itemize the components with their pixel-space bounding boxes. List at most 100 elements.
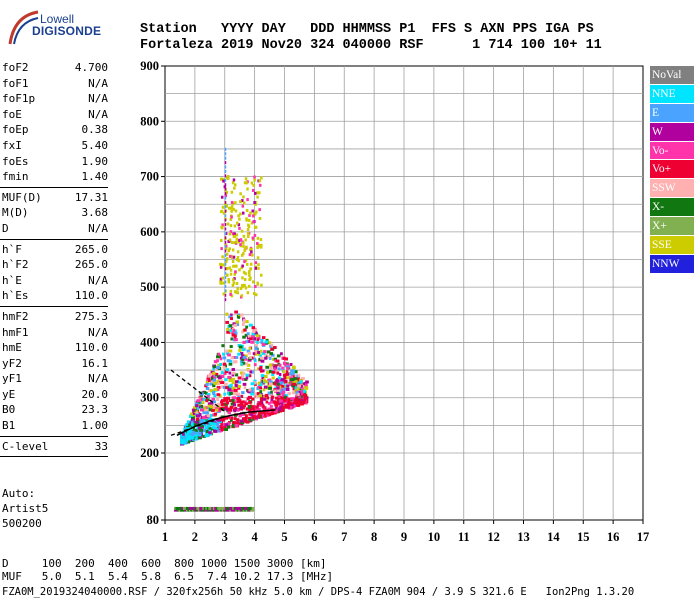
legend-item-noval: NoVal (650, 66, 694, 84)
data-point (236, 397, 241, 401)
param-row: foEs 1.90 (0, 154, 110, 170)
data-point (200, 397, 205, 401)
data-point (228, 232, 232, 236)
data-point (273, 389, 277, 393)
data-point (234, 270, 237, 274)
data-point (275, 403, 279, 407)
data-point (241, 413, 245, 417)
auto-version: 500200 (2, 517, 42, 530)
data-point (204, 409, 209, 413)
data-point (196, 506, 199, 510)
data-point (208, 404, 213, 408)
data-point (262, 378, 266, 382)
data-point (251, 389, 254, 393)
data-point (269, 411, 273, 415)
data-point (182, 506, 186, 510)
data-point (232, 207, 235, 211)
data-point (191, 430, 195, 434)
data-point (216, 379, 220, 383)
data-point (235, 258, 239, 262)
data-point (224, 245, 227, 249)
param-row: h`E N/A (0, 273, 110, 289)
data-point (232, 328, 236, 332)
data-point (268, 384, 272, 388)
data-point (240, 362, 243, 366)
param-label: MUF(D) (2, 190, 42, 204)
x-tick-label: 6 (311, 530, 317, 544)
data-point (238, 348, 242, 352)
data-point (240, 351, 244, 355)
data-point (200, 404, 204, 408)
data-point (269, 352, 274, 356)
data-point (255, 417, 259, 421)
data-point (226, 422, 231, 426)
data-point (246, 187, 249, 191)
data-point (266, 386, 270, 390)
data-point (237, 223, 241, 227)
data-point (258, 367, 262, 371)
distance-row: D 100 200 400 600 800 1000 1500 3000 [km… (2, 557, 327, 570)
y-tick-label: 300 (140, 391, 159, 405)
param-label: yF1 (2, 372, 22, 386)
data-point (251, 370, 254, 374)
data-point (224, 289, 227, 293)
data-point (208, 408, 212, 412)
data-point (245, 262, 249, 266)
data-point (206, 414, 211, 418)
data-point (219, 379, 224, 383)
param-value: 275.3 (74, 309, 108, 323)
data-point (216, 387, 220, 391)
data-point (242, 252, 245, 256)
data-point (240, 294, 244, 298)
param-row: foF1p N/A (0, 91, 110, 107)
data-point (236, 221, 239, 225)
data-point (216, 386, 221, 390)
data-point (241, 508, 244, 512)
y-tick-label: 200 (140, 446, 159, 460)
data-point (218, 376, 222, 380)
data-point (190, 508, 193, 512)
x-tick-label: 16 (607, 530, 620, 544)
data-point (232, 178, 236, 182)
data-point (217, 506, 220, 510)
data-point (212, 400, 216, 404)
data-point (245, 506, 249, 510)
data-point (213, 387, 218, 391)
data-point (223, 506, 226, 510)
data-point (196, 508, 199, 512)
data-point (204, 426, 208, 430)
data-point (248, 253, 252, 257)
data-point (251, 397, 255, 401)
data-point (234, 331, 238, 335)
data-point (242, 241, 245, 245)
data-point (242, 355, 247, 359)
data-point (240, 285, 244, 289)
data-point (199, 508, 202, 512)
data-point (286, 363, 290, 367)
data-point (231, 283, 235, 287)
data-point (285, 403, 290, 407)
data-point (270, 343, 274, 347)
data-point (242, 201, 246, 205)
data-point (225, 273, 229, 277)
data-point (257, 412, 261, 416)
data-point (206, 427, 210, 431)
data-point (218, 506, 222, 510)
param-label: hmF1 (2, 325, 29, 339)
data-point (255, 407, 259, 411)
data-point (234, 201, 237, 205)
data-point (230, 383, 233, 387)
data-point (253, 363, 257, 367)
data-point (206, 393, 211, 397)
data-point (224, 202, 227, 206)
data-point (229, 217, 233, 221)
x-tick-label: 5 (281, 530, 287, 544)
data-point (230, 254, 233, 258)
data-point (245, 218, 248, 222)
data-point (213, 429, 218, 433)
data-point (238, 506, 241, 510)
data-point (195, 406, 200, 410)
data-point (241, 204, 245, 208)
data-point (278, 373, 282, 377)
data-point (238, 217, 241, 221)
